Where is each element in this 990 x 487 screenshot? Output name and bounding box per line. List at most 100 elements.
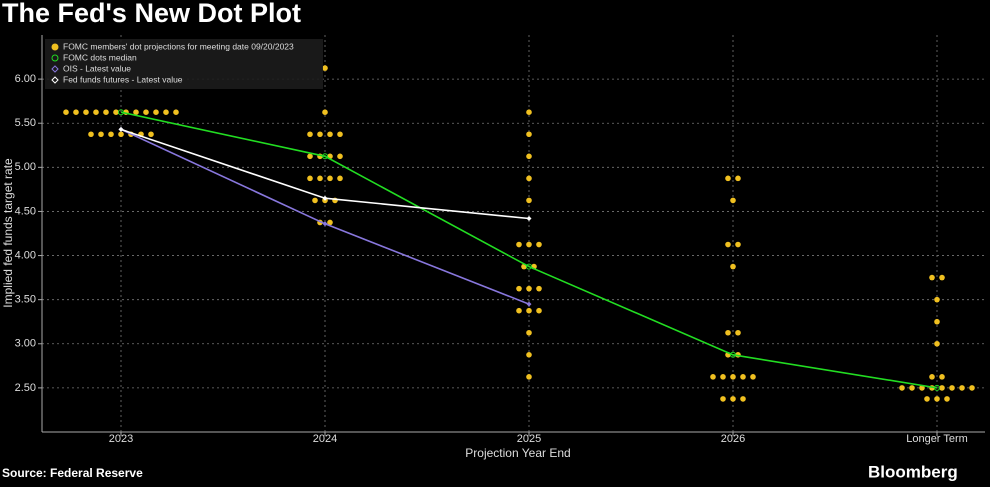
dot	[740, 374, 746, 380]
dot	[113, 109, 119, 115]
dot	[730, 197, 736, 204]
y-tick-label: 2.50	[15, 382, 36, 394]
dot	[153, 109, 159, 115]
dot	[725, 175, 731, 182]
series-line	[120, 111, 938, 389]
dot	[163, 109, 169, 115]
dot	[934, 296, 940, 303]
legend-symbol	[51, 43, 59, 51]
dot	[526, 307, 532, 314]
point	[526, 263, 532, 270]
dot	[969, 385, 975, 391]
dot	[526, 285, 532, 292]
dot	[98, 131, 104, 138]
dot	[337, 175, 343, 182]
dot	[307, 153, 313, 160]
dot	[710, 374, 716, 380]
point	[118, 109, 124, 116]
y-tick-label: 6.00	[15, 73, 36, 85]
dot	[526, 175, 532, 182]
source: Source: Federal Reserve	[2, 466, 143, 480]
dot	[526, 374, 532, 380]
dot	[934, 340, 940, 347]
dot	[740, 396, 746, 402]
dot	[959, 385, 965, 391]
dot	[118, 131, 124, 138]
dot	[526, 153, 532, 160]
dot	[526, 131, 532, 138]
y-tick-label: 4.50	[15, 205, 36, 217]
dot	[939, 274, 945, 281]
dot	[725, 241, 731, 248]
x-tick-label: 2025	[517, 433, 541, 445]
dot	[909, 385, 915, 391]
dot	[63, 109, 69, 115]
dot	[526, 109, 532, 115]
y-tick-label: 3.00	[15, 338, 36, 350]
dot	[735, 241, 741, 248]
dot	[934, 396, 940, 402]
dot	[307, 175, 313, 182]
dot	[735, 175, 741, 182]
dot	[720, 374, 726, 380]
dot	[516, 285, 522, 292]
dot	[327, 131, 333, 138]
dot	[327, 219, 333, 226]
dot	[83, 109, 89, 115]
dot	[924, 396, 930, 402]
dot	[944, 396, 950, 402]
dot	[536, 241, 542, 248]
dot	[526, 352, 532, 358]
dot	[133, 109, 139, 115]
dot	[317, 175, 323, 182]
y-tick-label: 3.50	[15, 294, 36, 306]
dot	[148, 131, 154, 138]
dot	[73, 109, 79, 115]
point	[322, 153, 328, 160]
x-tick-label: 2024	[313, 433, 337, 445]
dot	[337, 153, 343, 160]
dot	[88, 131, 94, 138]
dot	[322, 109, 328, 115]
dot	[536, 285, 542, 292]
dot	[103, 109, 109, 115]
point	[730, 351, 736, 358]
dot	[516, 307, 522, 314]
dot	[317, 131, 323, 138]
legend-symbol	[51, 76, 59, 84]
dot	[337, 131, 343, 138]
dot	[143, 109, 149, 115]
y-axis-label: Implied fed funds target rate	[1, 158, 15, 308]
dot	[720, 396, 726, 402]
legend-symbol	[51, 54, 59, 62]
dot	[730, 263, 736, 270]
dot	[312, 197, 318, 204]
dot	[327, 175, 333, 182]
dot	[929, 274, 935, 281]
dot	[735, 329, 741, 336]
dot	[516, 241, 522, 248]
dot	[730, 374, 736, 380]
point	[526, 216, 532, 222]
point	[322, 195, 328, 201]
point	[322, 221, 328, 227]
dot	[939, 374, 945, 380]
dot	[526, 241, 532, 248]
point	[118, 126, 124, 132]
legend-label: OIS - Latest value	[63, 63, 131, 73]
dot	[934, 318, 940, 325]
dot	[725, 329, 731, 336]
dot	[730, 396, 736, 402]
legend-label: FOMC members' dot projections for meetin…	[63, 41, 294, 51]
legend-label: FOMC dots median	[63, 52, 137, 62]
dot	[750, 374, 756, 380]
x-tick-label: Longer Term	[906, 433, 968, 445]
dot	[173, 109, 179, 115]
dot	[322, 65, 328, 71]
dot	[526, 329, 532, 336]
y-tick-label: 4.00	[15, 249, 36, 261]
brand: Bloomberg	[868, 462, 958, 481]
legend-symbol	[51, 65, 59, 73]
legend: FOMC members' dot projections for meetin…	[45, 39, 323, 89]
